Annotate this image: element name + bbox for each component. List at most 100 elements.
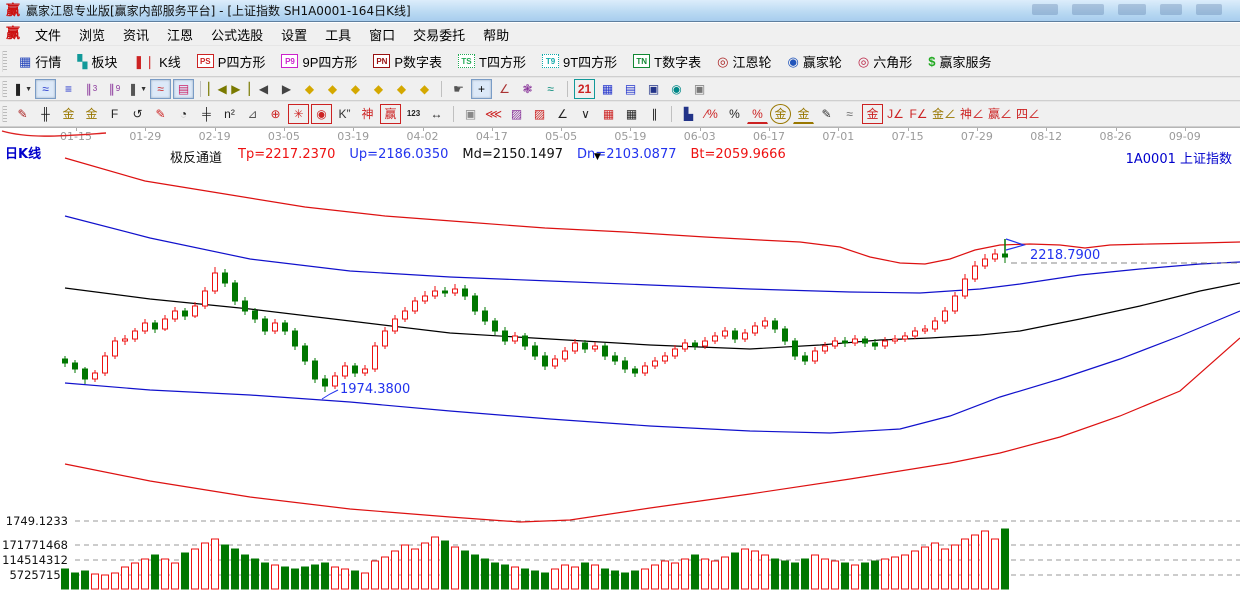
tool-fan-lines-icon[interactable]: ⋘ xyxy=(483,104,504,124)
tool-export-web-icon[interactable]: ◉ xyxy=(666,79,687,99)
tool-k-mark-icon[interactable]: K” xyxy=(334,104,355,124)
tool-jump-first-icon[interactable]: ▏◀ xyxy=(207,79,228,99)
tool-zoom-fit-icon[interactable]: ◆ xyxy=(391,79,412,99)
tool-mark-pen-icon[interactable]: ✎ xyxy=(150,104,171,124)
tool-gold-ruler-a-icon[interactable]: 金 xyxy=(58,104,79,124)
tool-j-angle-icon[interactable]: J∠ xyxy=(885,104,906,124)
tool-shen-ruler-icon[interactable]: 神 xyxy=(357,104,378,124)
tool-gold-angle-icon[interactable]: 金∠ xyxy=(931,104,957,124)
tool-draw-pen-icon[interactable]: ✎ xyxy=(12,104,33,124)
tool-fan-box-purple-icon[interactable]: ▨ xyxy=(506,104,527,124)
toolbar-button-t-number-table[interactable]: TN T数字表 xyxy=(625,49,709,74)
tool-save-disk-icon[interactable]: ▣ xyxy=(643,79,664,99)
tool-calculator-icon[interactable]: ▦ xyxy=(597,79,618,99)
tool-gann-ornament-icon[interactable]: ❃ xyxy=(517,79,538,99)
toolbar-button-p-number-table[interactable]: PN P数字表 xyxy=(365,49,450,74)
tool-kline-period-dropdown-icon[interactable]: ❚ ▼ xyxy=(12,79,33,99)
menu-item-设置[interactable]: 设置 xyxy=(281,28,308,44)
tool-pan-all-icon[interactable]: ◆ xyxy=(414,79,435,99)
toolbar-button-sector-blocks[interactable]: ▚ 板块 xyxy=(69,49,125,74)
tool-send-to-pc-icon[interactable]: ▣ xyxy=(689,79,710,99)
tool-count-ruler-icon[interactable]: 123 xyxy=(403,104,424,124)
tool-angle-compass-icon[interactable]: ∠ xyxy=(494,79,515,99)
tool-gold-ruler-b-icon[interactable]: 金 xyxy=(81,104,102,124)
tool-f-angle-icon[interactable]: F∠ xyxy=(908,104,929,124)
toolbar-button-winner-service[interactable]: $ 赢家服务 xyxy=(920,49,999,74)
tool-wave-band-icon[interactable]: ≈ xyxy=(839,104,860,124)
tool-zoom-out-icon[interactable]: ◆ xyxy=(345,79,366,99)
toolbar-button-t-square[interactable]: TS T四方形 xyxy=(450,49,534,74)
tool-calendar-icon[interactable]: 21 xyxy=(574,79,595,99)
tool-width-measure-icon[interactable]: ↔ xyxy=(426,104,447,124)
toolbar-button-9t-square[interactable]: T9 9T四方形 xyxy=(534,49,625,74)
tool-step-back-icon[interactable]: ◀ xyxy=(253,79,274,99)
tool-hand-tool-icon[interactable]: ☛ xyxy=(448,79,469,99)
tool-trend-angle-icon[interactable]: ∠ xyxy=(552,104,573,124)
chart-area[interactable]: 1749.1233 171771468 114514312 57257156 2218.… xyxy=(0,127,1240,590)
tool-parallel-lines-icon[interactable]: ∥ xyxy=(644,104,665,124)
menu-item-江恩[interactable]: 江恩 xyxy=(167,28,194,44)
tool-overlay-wave-blue-icon[interactable]: ≈ xyxy=(35,79,56,99)
tool-target-cross-icon[interactable]: ⊕ xyxy=(265,104,286,124)
toolbar-grip[interactable] xyxy=(2,81,7,97)
tool-v-wave-icon[interactable]: ∨ xyxy=(575,104,596,124)
tool-notepad-icon[interactable]: ▤ xyxy=(620,79,641,99)
tool-ma-9-icon[interactable]: ∥ 9 xyxy=(104,79,125,99)
tool-jump-last-icon[interactable]: ▶▕ xyxy=(230,79,251,99)
tool-ink-measure-icon[interactable]: ✎ xyxy=(816,104,837,124)
tool-shen-angle-icon[interactable]: 神∠ xyxy=(959,104,985,124)
menu-item-交易委托[interactable]: 交易委托 xyxy=(413,28,466,44)
tool-fan-box-red-icon[interactable]: ▨ xyxy=(529,104,550,124)
tool-gold-line-icon[interactable]: 金 xyxy=(793,104,814,124)
menu-item-工具[interactable]: 工具 xyxy=(325,28,352,44)
tool-mirror-angle-icon[interactable]: ⊿ xyxy=(242,104,263,124)
tool-percent-icon[interactable]: % xyxy=(724,104,745,124)
tool-gold-band-icon[interactable]: 金 xyxy=(862,104,883,124)
tool-n2-ruler-icon[interactable]: n² xyxy=(219,104,240,124)
indicator-dropdown-icon[interactable]: ▼ xyxy=(594,152,601,162)
tool-spiral-ruler-icon[interactable]: ↺ xyxy=(127,104,148,124)
toolbar-button-market-quotes[interactable]: ▦ 行情 xyxy=(11,49,69,74)
tool-scale-ruler-icon[interactable]: ╪ xyxy=(196,104,217,124)
toolbar-grip[interactable] xyxy=(2,50,7,72)
toolbar-button-gann-wheel[interactable]: ◎ 江恩轮 xyxy=(709,49,779,74)
toolbar-button-hexagon[interactable]: ◎ 六角形 xyxy=(850,49,920,74)
tool-step-forward-icon[interactable]: ▶ xyxy=(276,79,297,99)
tool-grid-b-icon[interactable]: ▦ xyxy=(621,104,642,124)
tool-percent-line-icon[interactable]: % xyxy=(747,104,768,124)
tool-star-grid-icon[interactable]: ✳ xyxy=(288,104,309,124)
tool-fib-ruler-icon[interactable]: F xyxy=(104,104,125,124)
tool-shift-right-icon[interactable]: ◆ xyxy=(322,79,343,99)
tool-overlay-wave-red-icon[interactable]: ≈ xyxy=(150,79,171,99)
tool-win-mark-icon[interactable]: 赢 xyxy=(380,104,401,124)
menu-item-窗口[interactable]: 窗口 xyxy=(369,28,396,44)
tool-wave-tool-icon[interactable]: ≈ xyxy=(540,79,561,99)
toolbar-button-kline[interactable]: ❚❘ K线 xyxy=(125,49,188,74)
toolbar-button-p-square[interactable]: PS P四方形 xyxy=(189,49,274,74)
toolbar-button-9p-square[interactable]: P9 9P四方形 xyxy=(273,49,365,74)
tool-four-angle-icon[interactable]: 四∠ xyxy=(1015,104,1041,124)
tool-grid-a-icon[interactable]: ▦ xyxy=(598,104,619,124)
tool-box-tool-icon[interactable]: ▣ xyxy=(460,104,481,124)
menu-item-公式选股[interactable]: 公式选股 xyxy=(211,28,264,44)
tool-percent-slash-icon[interactable]: ∕% xyxy=(701,104,722,124)
tool-info-note-icon[interactable]: ≡ xyxy=(58,79,79,99)
menu-item-帮助[interactable]: 帮助 xyxy=(483,28,510,44)
tool-win-angle-icon[interactable]: 赢∠ xyxy=(987,104,1013,124)
tool-gann-ruler-icon[interactable]: ╫ xyxy=(35,104,56,124)
indicator-name[interactable]: 极反通道 xyxy=(170,151,223,166)
tool-circle-grid-icon[interactable]: ◉ xyxy=(311,104,332,124)
tool-time-cycle-icon[interactable]: ◔ xyxy=(173,104,194,124)
toolbar-grip[interactable] xyxy=(2,105,7,123)
tool-gold-circle-icon[interactable]: 金 xyxy=(770,104,791,124)
tool-shift-left-icon[interactable]: ◆ xyxy=(299,79,320,99)
toolbar-button-winner-wheel[interactable]: ◉ 赢家轮 xyxy=(779,49,849,74)
menu-item-浏览[interactable]: 浏览 xyxy=(79,28,106,44)
tool-crosshair-tool-icon[interactable]: + xyxy=(471,79,492,99)
tool-stat-compare-icon[interactable]: ▙ xyxy=(678,104,699,124)
tool-candle-style-dropdown-icon[interactable]: ❚ ▼ xyxy=(127,79,148,99)
menu-item-资讯[interactable]: 资讯 xyxy=(123,28,150,44)
tool-ma-3-icon[interactable]: ∥ 3 xyxy=(81,79,102,99)
tool-volume-profile-icon[interactable]: ▤ xyxy=(173,79,194,99)
